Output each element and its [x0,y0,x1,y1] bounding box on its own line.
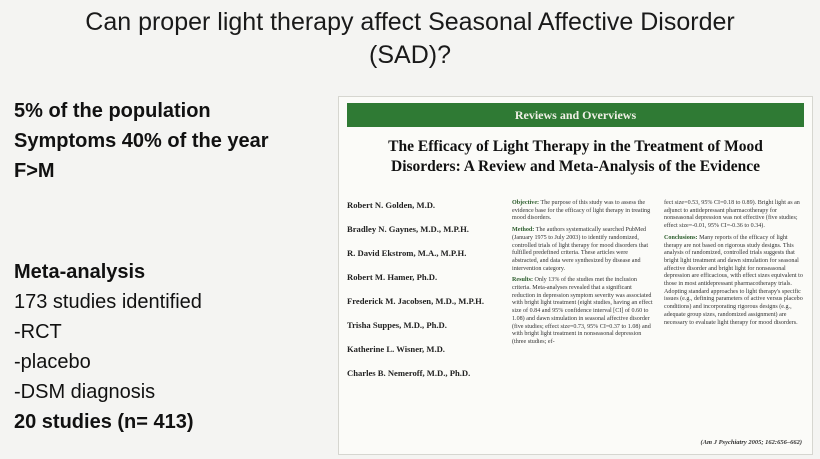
meta-criterion-rct: -RCT [14,321,62,343]
facts-list: 5% of the population Symptoms 40% of the… [14,96,269,186]
author: Robert N. Golden, M.D. [347,200,436,210]
author: Robert M. Hamer, Ph.D. [347,272,438,282]
author: Frederick M. Jacobsen, M.D., M.P.H. [347,296,484,306]
author: Katherine L. Wisner, M.D. [347,344,445,354]
slide-title-line1: Can proper light therapy affect Seasonal… [85,8,735,36]
slide-title-line2: (SAD)? [369,41,451,69]
meta-criterion-dsm: -DSM diagnosis [14,381,156,403]
author: Charles B. Nemeroff, M.D., Ph.D. [347,368,471,378]
abstract-column-2: fect size=0.53, 95% CI=0.18 to 0.89). Br… [664,200,807,331]
author: Trisha Suppes, M.D., Ph.D. [347,320,447,330]
abstract-column-1: Objective: The purpose of this study was… [512,200,655,351]
objective-label: Objective: [512,200,540,206]
results-label: Results: [512,277,533,284]
results-text: Only 13% of the studies met the inclusio… [512,277,653,345]
meta-analysis-list: Meta-analysis 173 studies identified -RC… [14,257,202,437]
paper-title-line1: The Efficacy of Light Therapy in the Tre… [388,138,763,155]
meta-criterion-placebo: -placebo [14,351,91,373]
paper-section-banner: Reviews and Overviews [347,103,804,127]
method-text: The authors systematically searched PubM… [512,227,649,272]
conclusions-text: Many reports of the efficacy of light th… [664,234,803,326]
slide-title: Can proper light therapy affect Seasonal… [0,6,820,72]
results-continued-text: fect size=0.53, 95% CI=0.18 to 0.89). Br… [664,200,800,230]
citation: (Am J Psychiatry 2005; 162:656–662) [700,439,802,446]
paper-title: The Efficacy of Light Therapy in the Tre… [347,137,804,177]
conclusions-label: Conclusions: [664,234,698,241]
paper-title-line2: Disorders: A Review and Meta-Analysis of… [391,158,760,175]
fact-prevalence: 5% of the population [14,100,211,122]
author-list: Robert N. Golden, M.D. Bradley N. Gaynes… [347,200,507,392]
method-label: Method: [512,227,535,234]
meta-identified: 173 studies identified [14,291,202,313]
fact-symptoms: Symptoms 40% of the year [14,130,269,152]
paper-excerpt: Reviews and Overviews The Efficacy of Li… [338,96,813,455]
author: Bradley N. Gaynes, M.D., M.P.H. [347,224,469,234]
fact-sex-ratio: F>M [14,160,55,182]
meta-heading: Meta-analysis [14,261,146,283]
objective-text: The purpose of this study was to assess … [512,200,651,222]
meta-result: 20 studies (n= 413) [14,411,194,433]
author: R. David Ekstrom, M.A., M.P.H. [347,248,467,258]
